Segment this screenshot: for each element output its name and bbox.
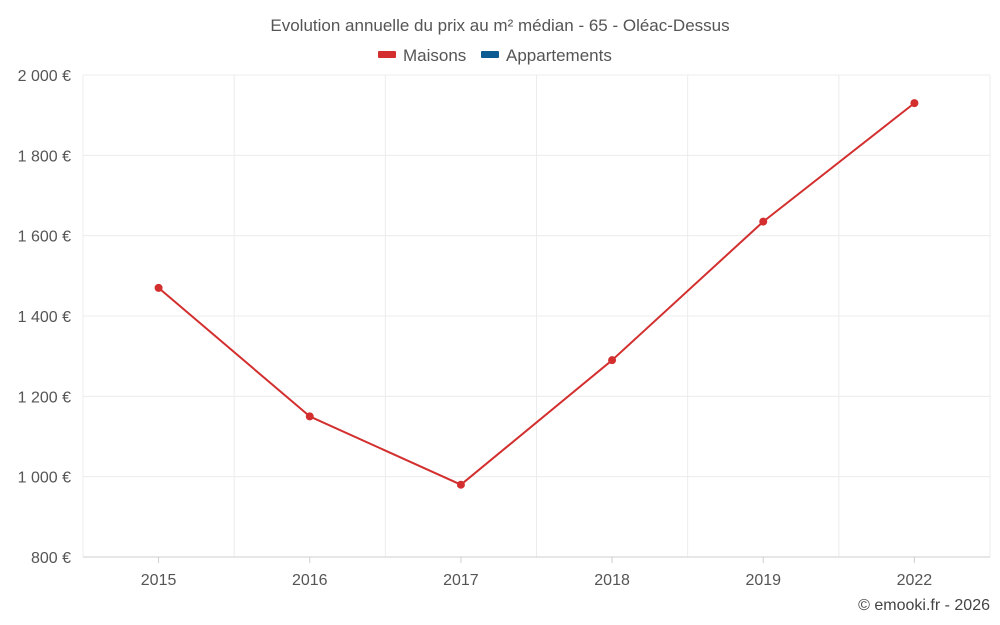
axes: 800 € 1 000 € 1 200 € 1 400 € 1 600 € 1 800 €…	[18, 68, 990, 589]
legend-label-maisons: Maisons	[403, 46, 466, 65]
credit-text: © emooki.fr - 2026	[858, 597, 990, 614]
legend: Maisons Appartements	[378, 46, 612, 65]
y-tick-label: 2 000 €	[18, 68, 71, 85]
x-tick-label: 2019	[745, 572, 781, 589]
legend-label-appartements: Appartements	[506, 46, 612, 65]
x-tick-label: 2016	[292, 572, 328, 589]
data-point-maisons[interactable]	[154, 283, 163, 292]
data-point-maisons[interactable]	[910, 99, 919, 108]
chart-title: Evolution annuelle du prix au m² médian …	[270, 16, 729, 35]
x-tick-label: 2017	[443, 572, 479, 589]
data-point-maisons[interactable]	[456, 480, 465, 489]
y-tick-label: 1 800 €	[18, 148, 71, 165]
series-layer	[154, 99, 919, 489]
legend-swatch-maisons	[378, 51, 396, 58]
y-tick-label: 1 200 €	[18, 389, 71, 406]
grid	[82, 74, 991, 557]
y-tick-label: 1 000 €	[18, 470, 71, 487]
x-tick-label: 2022	[897, 572, 933, 589]
series-line-maisons	[157, 102, 916, 486]
x-tick-label: 2015	[141, 572, 177, 589]
legend-swatch-appartements	[481, 51, 499, 58]
y-tick-label: 800 €	[31, 550, 71, 567]
legend-item-appartements[interactable]: Appartements	[481, 46, 612, 65]
y-tick-label: 1 600 €	[18, 229, 71, 246]
data-point-maisons[interactable]	[305, 412, 314, 421]
x-tick-label: 2018	[594, 572, 630, 589]
data-point-maisons[interactable]	[608, 356, 617, 365]
data-point-maisons[interactable]	[759, 217, 768, 226]
y-tick-label: 1 400 €	[18, 309, 71, 326]
legend-item-maisons[interactable]: Maisons	[378, 46, 466, 65]
